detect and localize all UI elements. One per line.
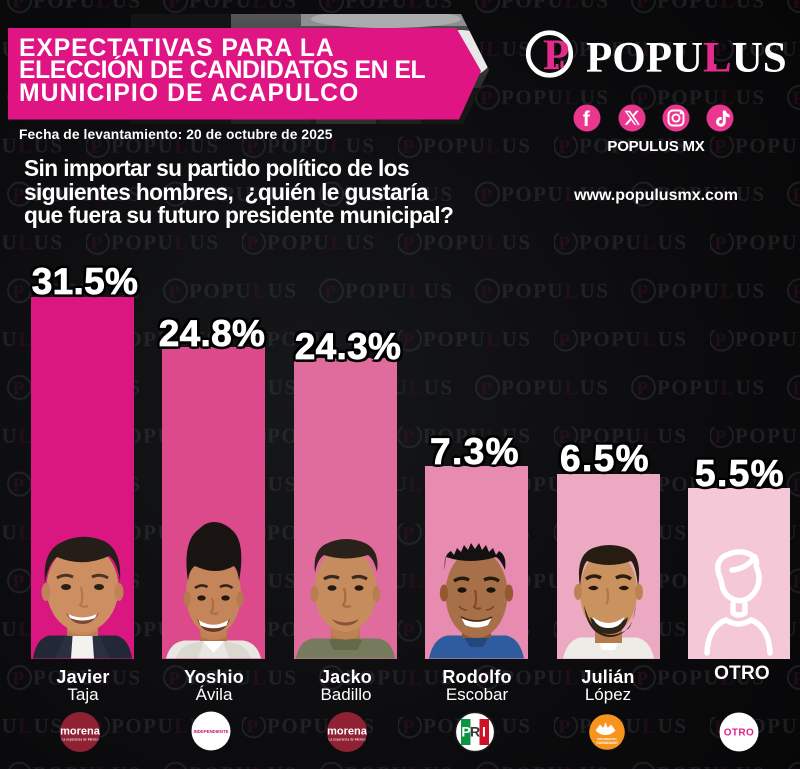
svg-text:La esperanza de México: La esperanza de México bbox=[329, 738, 366, 742]
svg-text:f: f bbox=[583, 108, 591, 131]
svg-text:La esperanza de México: La esperanza de México bbox=[62, 738, 99, 742]
svg-text:I: I bbox=[482, 724, 486, 740]
svg-text:morena: morena bbox=[327, 726, 368, 738]
svg-text:morena: morena bbox=[60, 726, 101, 738]
svg-text:R: R bbox=[470, 724, 480, 740]
svg-text:POPULUS: POPULUS bbox=[586, 35, 787, 82]
svg-text:OTRO: OTRO bbox=[724, 728, 755, 739]
svg-text:P: P bbox=[461, 724, 470, 740]
svg-text:P: P bbox=[543, 32, 569, 79]
svg-text:CIUDADANO: CIUDADANO bbox=[596, 741, 618, 745]
svg-text:MOVIMIENTO: MOVIMIENTO bbox=[597, 737, 617, 741]
svg-text:INDEPENDIENTE: INDEPENDIENTE bbox=[194, 729, 229, 734]
